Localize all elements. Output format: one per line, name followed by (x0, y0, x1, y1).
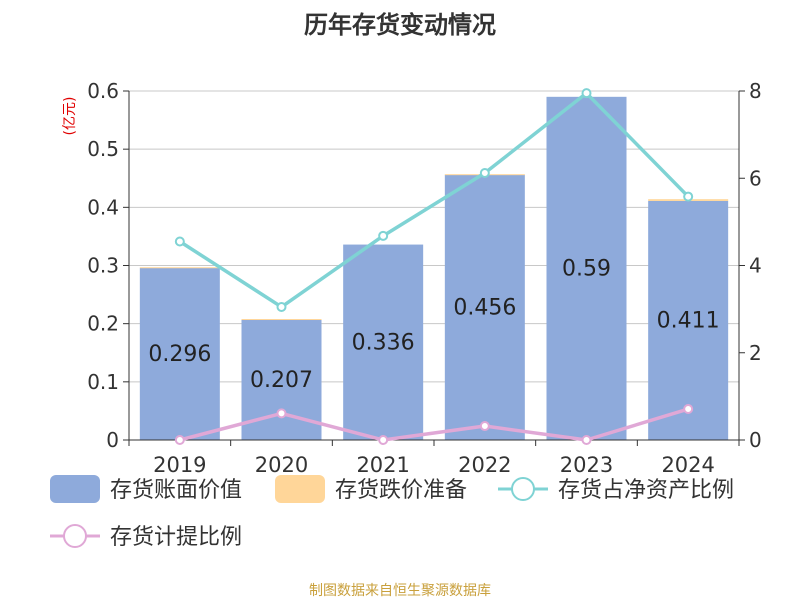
bar-data-label: 0.207 (250, 368, 313, 393)
axis-layer: 0 0.1 0.2 0.3 0.4 0.5 0.6 0 2 4 6 8 2019 2020 2021 2022… (87, 79, 762, 477)
line-layer (174, 88, 694, 445)
legend-label: 存货计提比例 (110, 525, 242, 550)
x-tick-label: 2021 (356, 453, 409, 477)
legend-point-swatch (511, 477, 535, 501)
series-line (178, 91, 690, 309)
legend-swatch (50, 475, 100, 503)
x-tick-label: 2020 (255, 453, 308, 477)
y-right-tick-label: 6 (749, 166, 762, 190)
bar-data-label: 0.411 (657, 308, 720, 333)
y-right-tick-label: 2 (749, 341, 762, 365)
bar-reserve (241, 319, 322, 321)
bar-data-label: 0.59 (562, 256, 611, 281)
series-point (581, 88, 592, 99)
y-left-tick-label: 0.5 (87, 137, 119, 161)
legend-label: 存货占净资产比例 (558, 478, 734, 503)
legend-label: 存货账面价值 (110, 478, 242, 503)
y-left-tick-label: 0.2 (87, 312, 119, 336)
series-line (179, 407, 689, 442)
y-right-tick-label: 8 (749, 79, 762, 103)
x-tick-label: 2024 (661, 453, 714, 477)
y-left-tick-label: 0.1 (87, 370, 119, 394)
bar-data-label: 0.336 (352, 330, 415, 355)
series-point (174, 435, 185, 445)
x-tick-label: 2019 (153, 453, 206, 477)
source-footer: 制图数据来自恒生聚源数据库 (309, 583, 491, 599)
y-right-tick-label: 0 (749, 428, 762, 452)
series-point (378, 435, 389, 445)
series-point (683, 404, 694, 415)
bar-book-value (648, 200, 729, 440)
bar-data-label: 0.456 (453, 295, 516, 320)
y-left-tick-label: 0.4 (87, 195, 119, 219)
series-point (276, 301, 287, 312)
bar-book-value (139, 267, 220, 440)
series-point (276, 408, 287, 419)
x-tick-label: 2023 (560, 453, 613, 477)
y-left-tick-label: 0 (106, 428, 119, 452)
bar-reserve (139, 267, 220, 269)
y-left-tick-label: 0.6 (87, 79, 119, 103)
grid-layer (129, 90, 739, 383)
y-axis-unit: (亿元) (62, 97, 78, 136)
series-point (581, 435, 592, 445)
chart-title: 历年存货变动情况 (304, 11, 496, 39)
legend-point-swatch (63, 524, 87, 548)
label-layer: 0.296 0.207 0.336 0.456 0.59 0.411 (148, 256, 719, 392)
series-point (378, 230, 389, 241)
y-right-tick-label: 4 (749, 254, 762, 278)
series-point (479, 421, 490, 432)
y-left-tick-label: 0.3 (87, 254, 119, 278)
series-point (174, 236, 185, 247)
legend-label: 存货跌价准备 (335, 478, 467, 503)
x-tick-label: 2022 (458, 453, 511, 477)
series-point (479, 168, 490, 179)
series-point (683, 191, 694, 202)
bar-data-label: 0.296 (148, 342, 211, 367)
bar-book-value (343, 244, 424, 440)
legend-swatch (275, 475, 325, 503)
bar-book-value (546, 96, 627, 441)
bar-book-value (444, 174, 525, 440)
